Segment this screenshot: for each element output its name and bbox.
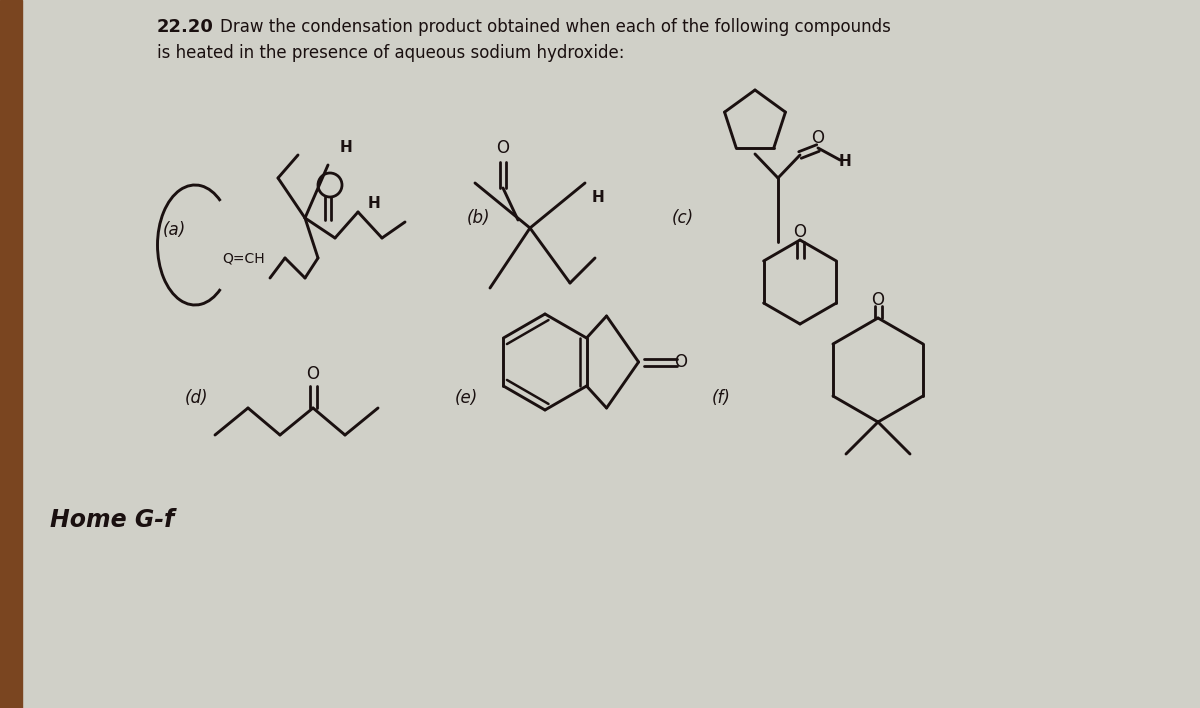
Text: H: H — [367, 195, 380, 210]
Text: (e): (e) — [455, 389, 479, 407]
Text: Home G-f: Home G-f — [50, 508, 174, 532]
Text: O: O — [306, 365, 319, 383]
Text: Q=CH: Q=CH — [222, 251, 265, 265]
Text: H: H — [592, 190, 605, 205]
Text: O: O — [674, 353, 688, 371]
Text: (d): (d) — [185, 389, 209, 407]
Text: O: O — [871, 291, 884, 309]
Text: O: O — [811, 129, 824, 147]
Text: H: H — [340, 140, 353, 156]
Text: 22.20: 22.20 — [157, 18, 214, 36]
Text: (a): (a) — [163, 221, 186, 239]
Text: (b): (b) — [467, 209, 491, 227]
Text: H: H — [839, 154, 851, 169]
Text: (c): (c) — [672, 209, 694, 227]
Text: (f): (f) — [712, 389, 731, 407]
Text: Draw the condensation product obtained when each of the following compounds: Draw the condensation product obtained w… — [220, 18, 890, 36]
Text: O: O — [793, 223, 806, 241]
Text: O: O — [497, 139, 510, 157]
Bar — [0, 0, 22, 708]
Text: is heated in the presence of aqueous sodium hydroxide:: is heated in the presence of aqueous sod… — [157, 44, 624, 62]
